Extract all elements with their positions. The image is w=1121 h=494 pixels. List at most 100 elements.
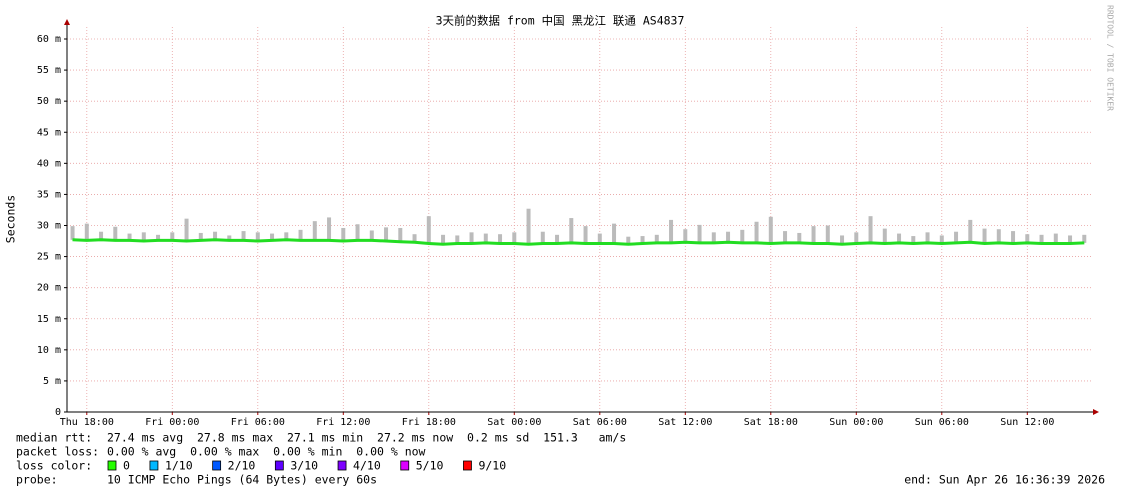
smoke-bar — [141, 232, 146, 242]
smoke-bar — [540, 231, 545, 244]
legend-label: 4/10 — [353, 459, 381, 473]
smoke-bar — [683, 229, 688, 243]
smoke-bar — [127, 233, 132, 241]
legend-swatch — [463, 460, 472, 471]
smoke-bar — [555, 234, 560, 244]
smoke-bar — [1039, 234, 1044, 244]
smoke-bar — [697, 224, 702, 243]
probe-text: 10 ICMP Echo Pings (64 Bytes) every 60s — [107, 473, 377, 487]
smoke-bar — [312, 221, 317, 241]
y-arrow — [64, 19, 70, 25]
smoke-bar — [754, 221, 759, 243]
chart-title: 3天前的数据 from 中国 黑龙江 联通 AS4837 — [436, 14, 685, 28]
y-tick-label: 25 m — [37, 252, 61, 263]
smoke-bar — [426, 216, 431, 244]
smoke-bar — [398, 227, 403, 242]
smoke-bar — [1082, 234, 1087, 243]
smoke-bar — [569, 218, 574, 243]
smoke-bar — [868, 216, 873, 243]
smoke-bar — [711, 232, 716, 243]
legend-swatch — [107, 460, 117, 471]
y-tick-label: 15 m — [37, 314, 61, 325]
smoke-bar — [213, 231, 218, 240]
smoke-bar — [626, 236, 631, 245]
smoke-bar — [369, 230, 374, 241]
x-arrow — [1093, 409, 1099, 415]
smoke-bar — [982, 228, 987, 244]
legend-swatch — [400, 460, 410, 471]
smoke-bar — [70, 226, 75, 240]
y-tick-label: 10 m — [37, 345, 61, 356]
smoke-bar — [113, 226, 118, 241]
legend-swatch — [212, 460, 222, 471]
smoke-bar — [84, 223, 89, 241]
plot — [70, 208, 1087, 246]
y-tick-label: 35 m — [37, 189, 61, 200]
smoke-bar — [654, 234, 659, 243]
smoke-bar — [441, 234, 446, 245]
smoke-bar — [184, 218, 189, 242]
smoke-bar — [996, 229, 1001, 243]
smoke-bar — [483, 233, 488, 243]
smoke-bar — [198, 232, 203, 241]
smoke-bar — [170, 232, 175, 241]
legend-label: 2/10 — [228, 459, 256, 473]
y-tick-label: 5 m — [43, 376, 61, 387]
end-time: end: Sun Apr 26 16:36:39 2026 — [904, 473, 1105, 487]
legend-swatch — [149, 460, 159, 471]
y-tick-label: 20 m — [37, 283, 61, 294]
smoke-bar — [768, 216, 773, 244]
smoke-bar — [911, 236, 916, 244]
smoke-bar — [640, 236, 645, 244]
smoke-bar — [939, 235, 944, 244]
smoke-bar — [298, 229, 303, 241]
smoke-bar — [740, 229, 745, 243]
smoke-bar — [840, 235, 845, 245]
smoke-bar — [583, 226, 588, 244]
smoke-bar — [1053, 233, 1058, 244]
legend-label: 1/10 — [165, 459, 193, 473]
smoke-bar — [925, 232, 930, 243]
x-tick-label: Fri 18:00 — [402, 417, 456, 428]
smoke-bar — [355, 224, 360, 241]
stats-text: 27.4 ms avg 27.8 ms max 27.1 ms min 27.2… — [107, 431, 626, 445]
legend-swatch — [337, 460, 347, 471]
x-tick-label: Sun 00:00 — [829, 417, 883, 428]
legend-label: 5/10 — [416, 459, 444, 473]
legend-title: loss color: — [16, 459, 92, 473]
smoke-bar — [1011, 231, 1016, 244]
smoke-bar — [241, 231, 246, 241]
smoke-bar — [811, 226, 816, 244]
legend: median rtt: 27.4 ms avg 27.8 ms max 27.1 … — [16, 431, 1105, 487]
smoke-bar — [284, 232, 289, 240]
x-tick-label: Fri 00:00 — [145, 417, 199, 428]
x-tick-label: Sun 06:00 — [915, 417, 969, 428]
smoke-bar — [882, 228, 887, 244]
x-tick-label: Fri 06:00 — [231, 417, 285, 428]
smoke-bar — [327, 217, 332, 241]
smoke-bar — [99, 231, 104, 240]
smoke-bar — [512, 232, 517, 244]
x-tick-label: Sat 06:00 — [573, 417, 627, 428]
y-tick-label: 60 m — [37, 34, 61, 45]
smoke-bar — [412, 234, 417, 243]
smoke-bar — [498, 234, 503, 244]
smoke-bar — [597, 233, 602, 244]
y-tick-label: 0 — [55, 407, 61, 418]
smoke-bar — [469, 232, 474, 244]
smoke-bar — [341, 227, 346, 242]
legend-swatch — [274, 460, 284, 471]
smoke-bar — [854, 232, 859, 244]
y-tick-label: 55 m — [37, 65, 61, 76]
legend-label: 9/10 — [478, 459, 506, 473]
median-line — [72, 238, 1085, 246]
legend-label: 0 — [123, 459, 130, 473]
y-tick-label: 40 m — [37, 158, 61, 169]
smoke-bar — [455, 235, 460, 244]
smoke-bar — [968, 219, 973, 243]
stats-text: 0.00 % avg 0.00 % max 0.00 % min 0.00 % … — [107, 445, 426, 459]
y-tick-label: 30 m — [37, 221, 61, 232]
y-tick-label: 45 m — [37, 127, 61, 138]
stats-label: packet loss: — [16, 445, 99, 459]
